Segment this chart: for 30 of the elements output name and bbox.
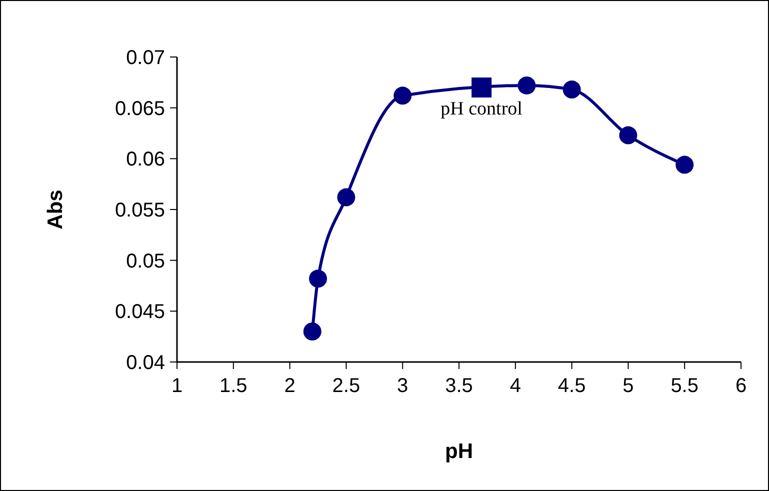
x-tick-label: 1 (171, 375, 183, 397)
point (472, 78, 492, 98)
point (562, 80, 581, 99)
point (518, 76, 536, 94)
x-tick-label: 1.5 (219, 375, 248, 397)
point (309, 270, 327, 288)
point (394, 86, 412, 105)
point (337, 188, 356, 206)
y-tick-label: 0.07 (126, 47, 165, 69)
y-tick-label: 0.065 (114, 98, 165, 120)
y-tick-label: 0.055 (114, 200, 165, 222)
point (619, 126, 638, 144)
x-axis-title: pH (445, 440, 473, 463)
x-tick-label: 3.5 (445, 375, 473, 397)
annotation: pH control (440, 98, 522, 120)
x-tick-label: 4.5 (558, 375, 586, 397)
x-tick-label: 5 (622, 375, 634, 397)
point (303, 322, 322, 340)
x-tick-label: 5.5 (670, 375, 699, 397)
y-tick-label: 0.04 (126, 352, 165, 374)
y-axis-title: Abs (44, 190, 67, 230)
y-tick-label: 0.045 (114, 301, 165, 324)
x-tick-label: 3 (397, 375, 408, 397)
y-tick-label: 0.06 (126, 148, 165, 171)
x-tick-label: 2 (284, 375, 296, 397)
x-tick-label: 6 (735, 375, 747, 397)
point (676, 156, 694, 174)
x-tick-label: 4 (510, 375, 521, 397)
y-tick-label: 0.05 (126, 250, 165, 272)
x-tick-label: 2.5 (332, 375, 360, 397)
